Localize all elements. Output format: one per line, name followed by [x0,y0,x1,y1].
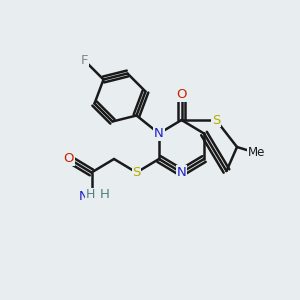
Text: N: N [79,190,89,203]
Text: O: O [64,152,74,166]
Text: S: S [132,166,141,179]
Text: H: H [86,188,95,202]
Text: H: H [87,191,96,205]
Text: N: N [154,127,164,140]
Text: F: F [80,53,88,67]
Text: N: N [177,166,186,179]
Text: Me: Me [248,146,265,160]
Text: O: O [176,88,187,101]
Text: S: S [212,113,220,127]
Text: H: H [100,188,110,202]
